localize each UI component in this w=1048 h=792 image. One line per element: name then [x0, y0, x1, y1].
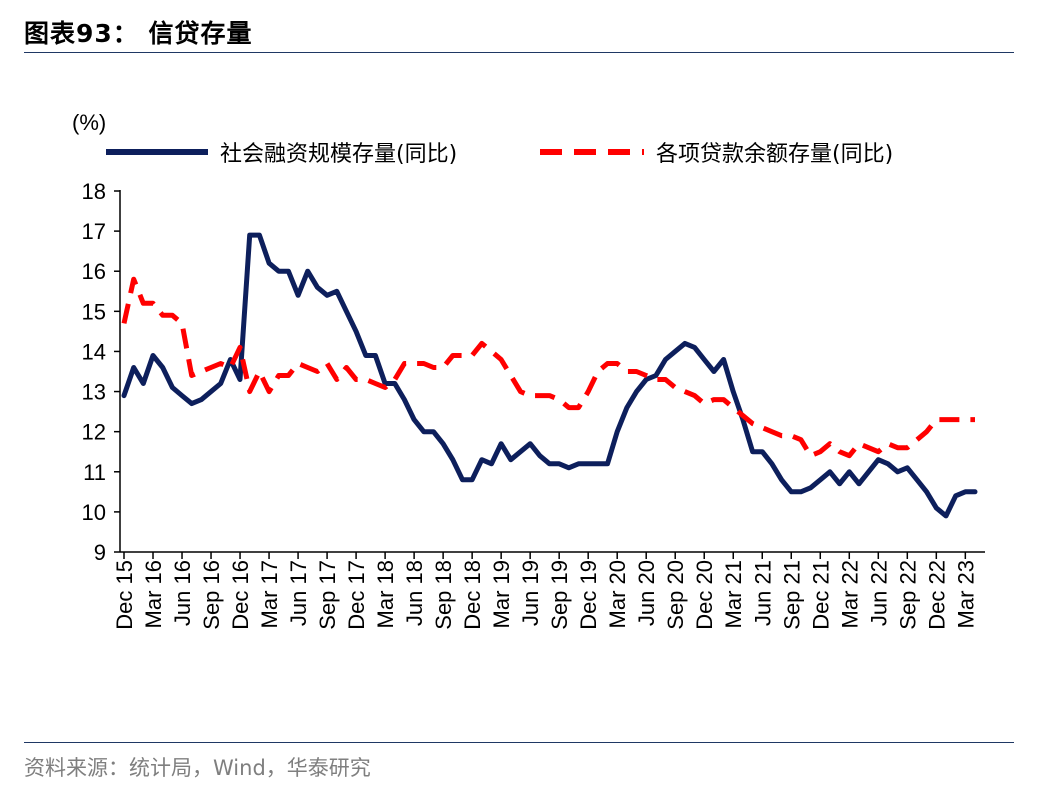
y-tick-label: 12 — [82, 420, 106, 445]
x-tick-label: Mar 16 — [141, 560, 166, 628]
x-tick-label: Sep 16 — [199, 560, 224, 630]
series-line-tsf — [121, 232, 978, 519]
y-tick-label: 9 — [94, 540, 106, 565]
y-axis-label: (%) — [72, 110, 106, 135]
legend-label-loans: 各项贷款余额存量(同比) — [656, 142, 893, 167]
x-tick-label: Dec 21 — [808, 560, 833, 630]
x-tick-label: Mar 17 — [257, 560, 282, 628]
y-tick-label: 16 — [82, 259, 106, 284]
legend-label-tsf: 社会融资规模存量(同比) — [220, 142, 457, 167]
x-tick-label: Mar 21 — [721, 560, 746, 628]
x-tick-label: Jun 22 — [866, 560, 891, 626]
x-tick-label: Sep 20 — [663, 560, 688, 630]
y-tick-label: 18 — [82, 179, 106, 204]
figure-title: 图表93： 信贷存量 — [24, 19, 253, 48]
source-note: 资料来源：统计局，Wind，华泰研究 — [24, 756, 371, 780]
y-tick-label: 17 — [82, 219, 106, 244]
series-line-loans — [121, 276, 975, 459]
line-chart: (%) 社会融资规模存量(同比) 各项贷款余额存量(同比) 9 10 11 12 13 1… — [72, 110, 985, 630]
y-tick-label: 11 — [83, 460, 106, 485]
source-divider — [24, 742, 1014, 743]
x-tick-label: Jun 20 — [634, 560, 659, 626]
x-tick-label: Mar 22 — [837, 560, 862, 628]
x-tick-label: Mar 20 — [605, 560, 630, 628]
x-tick-label: Dec 16 — [228, 560, 253, 630]
chart-legend: 社会融资规模存量(同比) 各项贷款余额存量(同比) — [106, 142, 893, 167]
x-axis-ticks: Dec 15 Mar 16 Jun 16 Sep 16 Dec 16 Mar 17 Jun … — [112, 552, 978, 630]
y-tick-label: 13 — [82, 380, 106, 405]
x-tick-label: Sep 19 — [547, 560, 572, 630]
x-tick-label: Dec 17 — [344, 560, 369, 630]
x-tick-label: Sep 18 — [431, 560, 456, 630]
y-tick-label: 14 — [82, 339, 106, 364]
x-tick-label: Jun 18 — [402, 560, 427, 626]
series-lines — [121, 232, 978, 519]
title-divider — [24, 52, 1014, 53]
y-tick-label: 15 — [82, 299, 106, 324]
x-tick-label: Sep 17 — [315, 560, 340, 630]
x-tick-label: Jun 16 — [170, 560, 195, 626]
x-tick-label: Mar 18 — [373, 560, 398, 628]
x-tick-label: Jun 21 — [750, 560, 775, 626]
x-tick-label: Dec 19 — [576, 560, 601, 630]
x-tick-label: Mar 23 — [953, 560, 978, 628]
x-tick-label: Mar 19 — [489, 560, 514, 628]
x-tick-label: Sep 22 — [895, 560, 920, 630]
x-tick-label: Dec 15 — [112, 560, 137, 630]
x-tick-label: Jun 19 — [518, 560, 543, 626]
y-tick-label: 10 — [82, 500, 106, 525]
x-tick-label: Dec 22 — [924, 560, 949, 630]
x-tick-label: Sep 21 — [779, 560, 804, 630]
x-tick-label: Dec 20 — [692, 560, 717, 630]
axes — [119, 190, 985, 553]
y-axis-ticks: 9 10 11 12 13 14 15 16 17 18 — [82, 179, 120, 565]
x-tick-label: Dec 18 — [460, 560, 485, 630]
x-tick-label: Jun 17 — [286, 560, 311, 626]
